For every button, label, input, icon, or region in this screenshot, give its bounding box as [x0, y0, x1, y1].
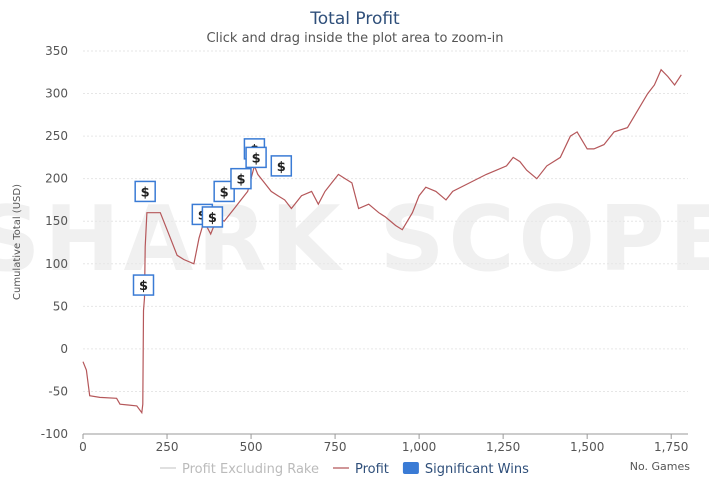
marker-label: $	[277, 160, 286, 175]
legend-swatch	[402, 462, 419, 474]
significant-win-marker	[270, 155, 293, 177]
x-tick-label: 0	[79, 440, 87, 454]
significant-win-marker	[134, 180, 156, 203]
chart-subtitle: Click and drag inside the plot area to z…	[206, 31, 503, 46]
legend-label[interactable]: Significant Wins	[425, 462, 529, 477]
x-axis-label: No. Games	[630, 460, 691, 473]
significant-win-marker	[132, 274, 155, 296]
x-tick-label: 1,500	[570, 440, 604, 454]
watermark: SHARK SCOPE	[0, 187, 709, 292]
y-tick-label: -100	[41, 427, 68, 441]
marker-label: $	[220, 185, 229, 200]
y-tick-label: 50	[53, 299, 68, 313]
significant-win-marker	[245, 146, 267, 169]
marker-label: $	[139, 279, 148, 294]
marker-label: $	[208, 211, 217, 226]
y-tick-label: 250	[45, 129, 68, 143]
profit-line	[82, 68, 682, 415]
x-tick-label: 250	[156, 440, 179, 454]
x-tick-label: 1,000	[402, 440, 436, 454]
y-tick-label: 150	[45, 214, 68, 228]
marker-label: $	[252, 151, 261, 166]
marker-label: $	[141, 185, 150, 200]
significant-win-marker	[230, 167, 252, 190]
y-tick-label: 100	[45, 257, 68, 271]
y-tick-label: -50	[48, 384, 68, 398]
legend-label[interactable]: Profit	[355, 462, 389, 477]
y-axis-label: Cumulative Total (USD)	[12, 184, 23, 300]
x-tick-label: 1,250	[486, 440, 520, 454]
x-tick-label: 750	[324, 440, 347, 454]
significant-win-marker	[213, 180, 235, 203]
y-tick-label: 200	[45, 172, 68, 186]
significant-win-marker	[201, 206, 224, 228]
marker-label: $	[236, 173, 245, 188]
legend-label[interactable]: Profit Excluding Rake	[182, 462, 319, 477]
x-tick-label: 1,750	[654, 440, 688, 454]
y-tick-label: 350	[45, 44, 68, 58]
x-tick-label: 500	[240, 440, 263, 454]
y-tick-label: 300	[45, 87, 68, 101]
y-tick-label: 0	[60, 342, 68, 356]
chart-title: Total Profit	[309, 9, 400, 29]
